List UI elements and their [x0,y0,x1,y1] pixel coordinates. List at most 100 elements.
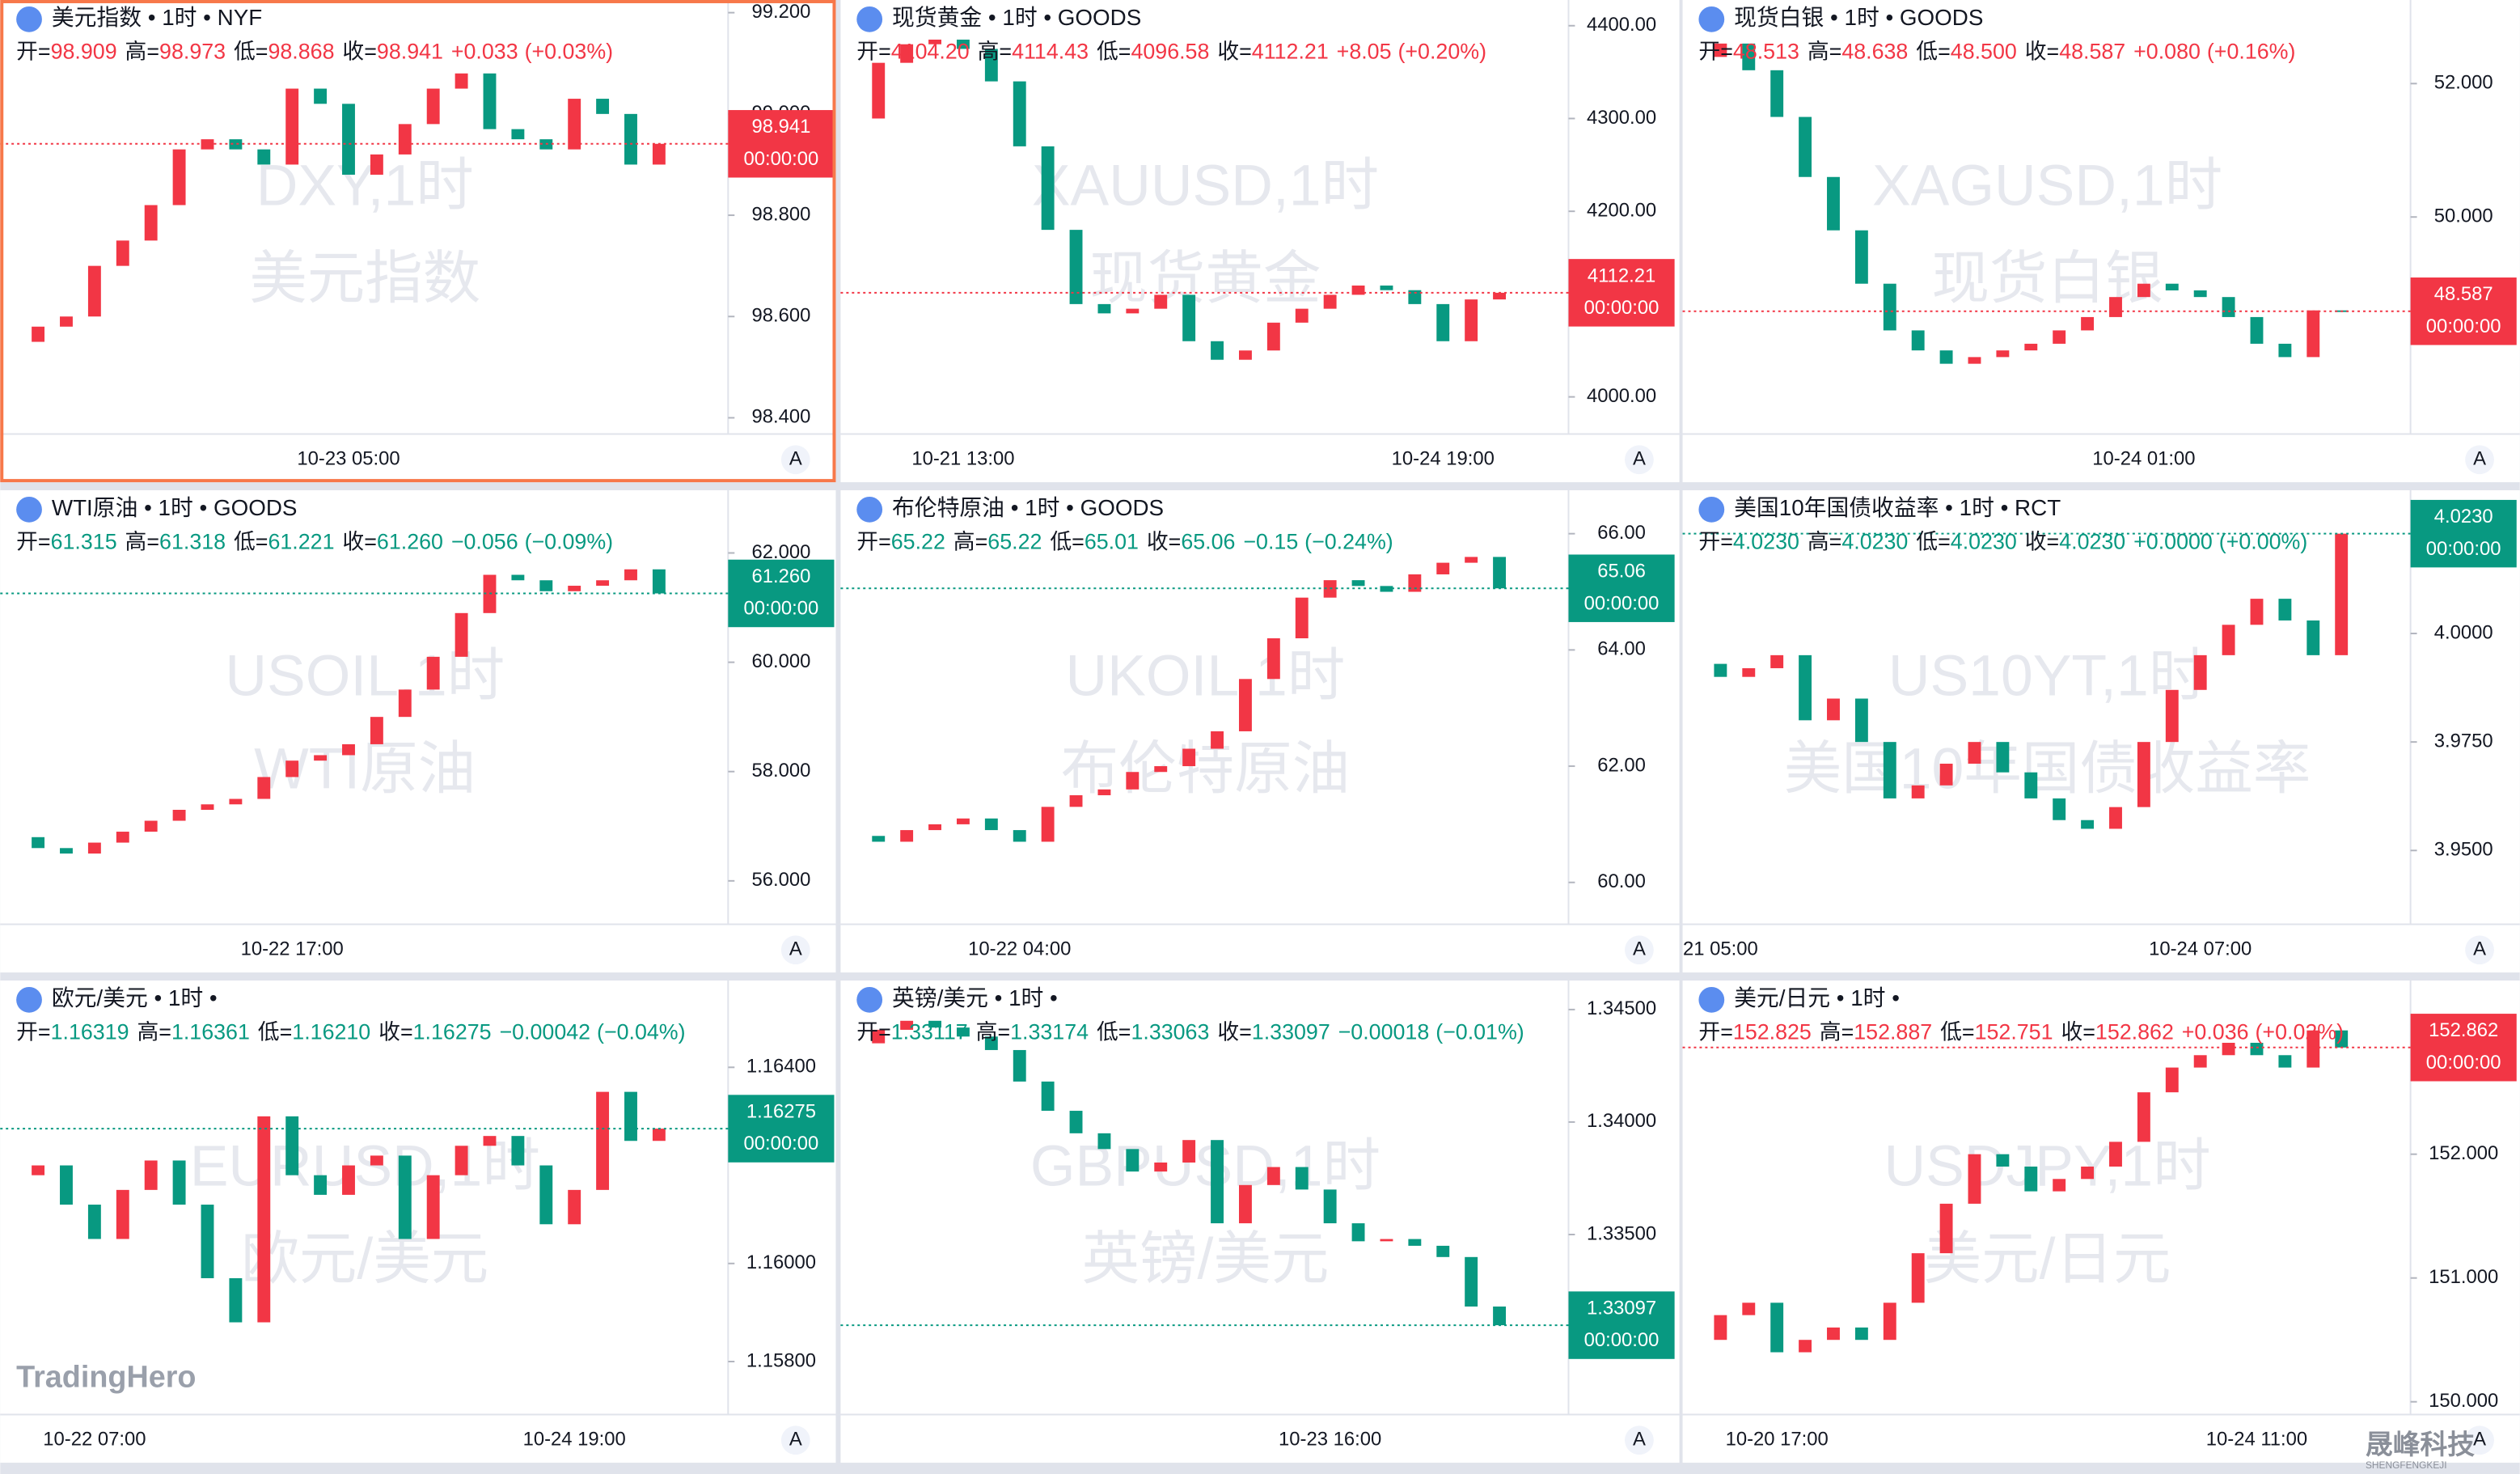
candle [928,824,941,831]
candle [314,1175,328,1195]
candle [2250,1042,2264,1056]
auto-button[interactable] [1625,935,1654,965]
countdown-label: 00:00:00 [1584,1329,1660,1351]
y-tick-label: 1.15800 [746,1349,816,1371]
quote-change-pct: (−0.24%) [1304,530,1393,554]
quote-change: −0.15 [1243,530,1298,554]
candle [568,1189,581,1225]
quote-label: 开= [856,1020,890,1044]
quote-label: 低= [1097,40,1131,64]
candle [1126,308,1139,314]
symbol-icon [16,6,42,32]
candle [1714,1315,1727,1341]
symbol-icon [856,6,883,32]
quote-change: +0.033 [451,40,518,64]
selected-border [0,0,836,483]
quote-label: 开= [1698,530,1732,554]
candle [1238,350,1252,360]
x-tick-label: 10-22 07:00 [43,1429,146,1451]
candle [2053,1179,2066,1192]
y-tick-label: 62.00 [1597,754,1646,776]
symbol-icon [1698,986,1725,1013]
candle [257,777,271,799]
quote-label: 高= [1808,530,1841,554]
candle [144,1160,158,1190]
candle [2165,689,2179,743]
price-box [1568,259,1675,327]
price-label: 1.16275 [746,1101,816,1123]
auto-button-label[interactable]: A [789,448,802,470]
chart-title: 美元/日元 • 1时 • [1734,985,1900,1010]
candle [1154,766,1168,773]
symbol-icon [856,496,883,523]
watermark: USDJPY,1时 [1884,1133,2211,1198]
quote-change: +0.036 [2182,1020,2249,1044]
candle [1182,748,1196,767]
quote-value: 61.318 [159,530,226,554]
candle [1069,794,1083,807]
auto-button[interactable] [780,935,810,965]
quote-change-pct: (+0.02%) [2256,1020,2345,1044]
candle [1211,341,1224,360]
candle [568,99,581,150]
candle [1465,557,1478,563]
auto-button[interactable] [2465,1425,2494,1455]
quote-change-pct: (−0.09%) [525,530,614,554]
candle [1827,1327,1840,1341]
countdown-label: 00:00:00 [1584,297,1660,319]
candle [2081,1166,2095,1180]
candle [1770,1302,1784,1353]
quote-label: 高= [1808,40,1841,64]
candle [2306,620,2320,655]
y-tick-label: 1.34000 [1587,1110,1656,1132]
auto-button[interactable] [780,1425,810,1455]
auto-button-label[interactable]: A [1633,1429,1646,1451]
quote-change: +0.0000 [2133,530,2213,554]
y-tick-label: 60.00 [1597,870,1646,892]
quote-label: 收= [2061,1020,2095,1044]
candle [201,139,214,150]
y-tick-label: 1.33500 [1587,1222,1656,1244]
candle [511,129,525,140]
quote-label: 开= [16,530,50,554]
symbol-icon [1698,6,1725,32]
panel-bg [840,490,1680,973]
auto-button-label[interactable]: A [789,938,802,960]
auto-button-label[interactable]: A [1633,448,1646,470]
auto-button-label[interactable]: A [2473,938,2486,960]
quote-row: 开=152.825 高=152.887 低=152.751 收=152.862 +0.0… [1698,1020,2344,1044]
x-tick-label: 10-22 04:00 [968,938,1071,960]
auto-button[interactable] [2465,935,2494,965]
candle [32,326,45,342]
chart-title: 现货白银 • 1时 • GOODS [1734,5,1983,30]
auto-button-label[interactable]: A [2473,1429,2486,1451]
auto-button-label[interactable]: A [1633,938,1646,960]
quote-value: 4.0230 [2059,530,2125,554]
candle [596,99,610,114]
candle [370,154,383,175]
candle [1968,1154,1981,1204]
candle [2306,310,2320,358]
watermark: 美元指数 [249,247,480,311]
candle [87,842,101,854]
chart-panel: XAUUSD,1时现货黄金4400.004300.004200.004100.0… [840,0,1680,483]
auto-button[interactable] [1625,1425,1654,1455]
chart-title: 布伦特原油 • 1时 • GOODS [892,495,1164,520]
candle [2137,742,2150,807]
candle [60,316,73,327]
auto-button-label[interactable]: A [2473,448,2486,470]
price-label: 152.862 [2429,1019,2498,1041]
auto-button-label[interactable]: A [789,1429,802,1451]
candle [1799,654,1812,721]
quote-label: 低= [1097,1020,1131,1044]
quote-value: 61.221 [268,530,334,554]
auto-button[interactable] [1625,445,1654,475]
auto-button[interactable] [780,445,810,475]
candle [1069,1111,1083,1133]
y-tick-label: 58.000 [751,760,810,781]
auto-button[interactable] [2465,445,2494,475]
chart-title: 美国10年国债收益率 • 1时 • RCT [1734,495,2061,520]
quote-value: 152.862 [2095,1020,2174,1044]
symbol-icon [856,986,883,1013]
candle [257,1116,271,1323]
